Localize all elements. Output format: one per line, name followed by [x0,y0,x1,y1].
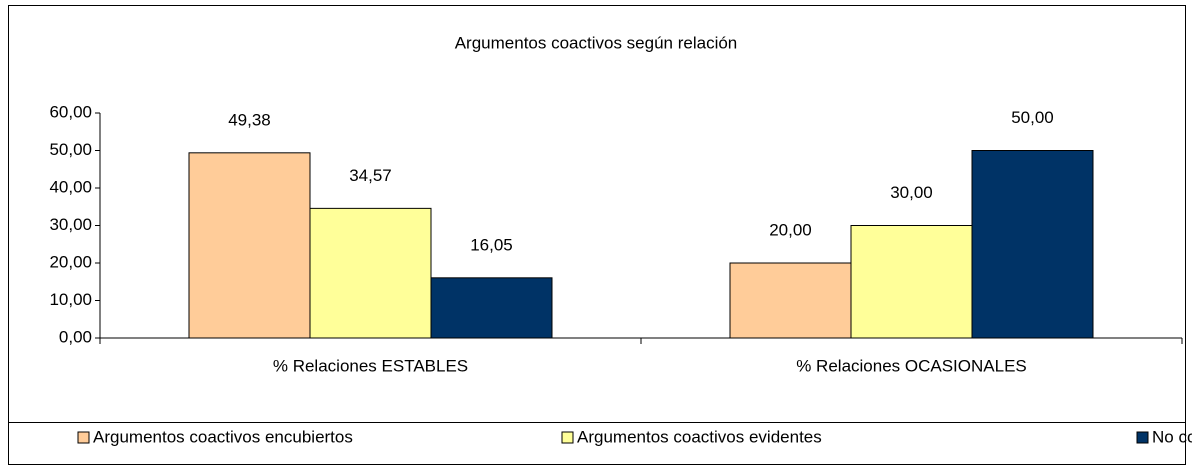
y-tick-label: 60,00 [49,102,92,121]
legend-label: No contesta [1152,427,1192,446]
x-tick-label: % Relaciones OCASIONALES [796,356,1027,375]
y-tick-label: 30,00 [49,215,92,234]
bar [850,225,973,339]
bar [729,262,852,339]
value-label: 49,38 [228,110,271,129]
y-tick-label: 40,00 [49,177,92,196]
value-label: 30,00 [890,183,933,202]
value-label: 20,00 [769,220,812,239]
bar [188,152,311,339]
legend-label: Argumentos coactivos evidentes [577,427,822,446]
y-tick-label: 50,00 [49,140,92,159]
bar [309,207,432,339]
y-tick-label: 0,00 [59,327,92,346]
bar [430,277,553,339]
y-tick-label: 20,00 [49,252,92,271]
value-label: 50,00 [1011,108,1054,127]
y-tick-label: 10,00 [49,290,92,309]
bar [971,150,1094,339]
x-tick-label: % Relaciones ESTABLES [273,356,468,375]
legend-swatch [77,431,90,444]
legend-label: Argumentos coactivos encubiertos [93,427,353,446]
legend-swatch [561,431,574,444]
value-label: 34,57 [349,166,392,185]
value-label: 16,05 [470,235,513,254]
legend-swatch [1136,431,1149,444]
chart-title: Argumentos coactivos según relación [455,33,738,52]
